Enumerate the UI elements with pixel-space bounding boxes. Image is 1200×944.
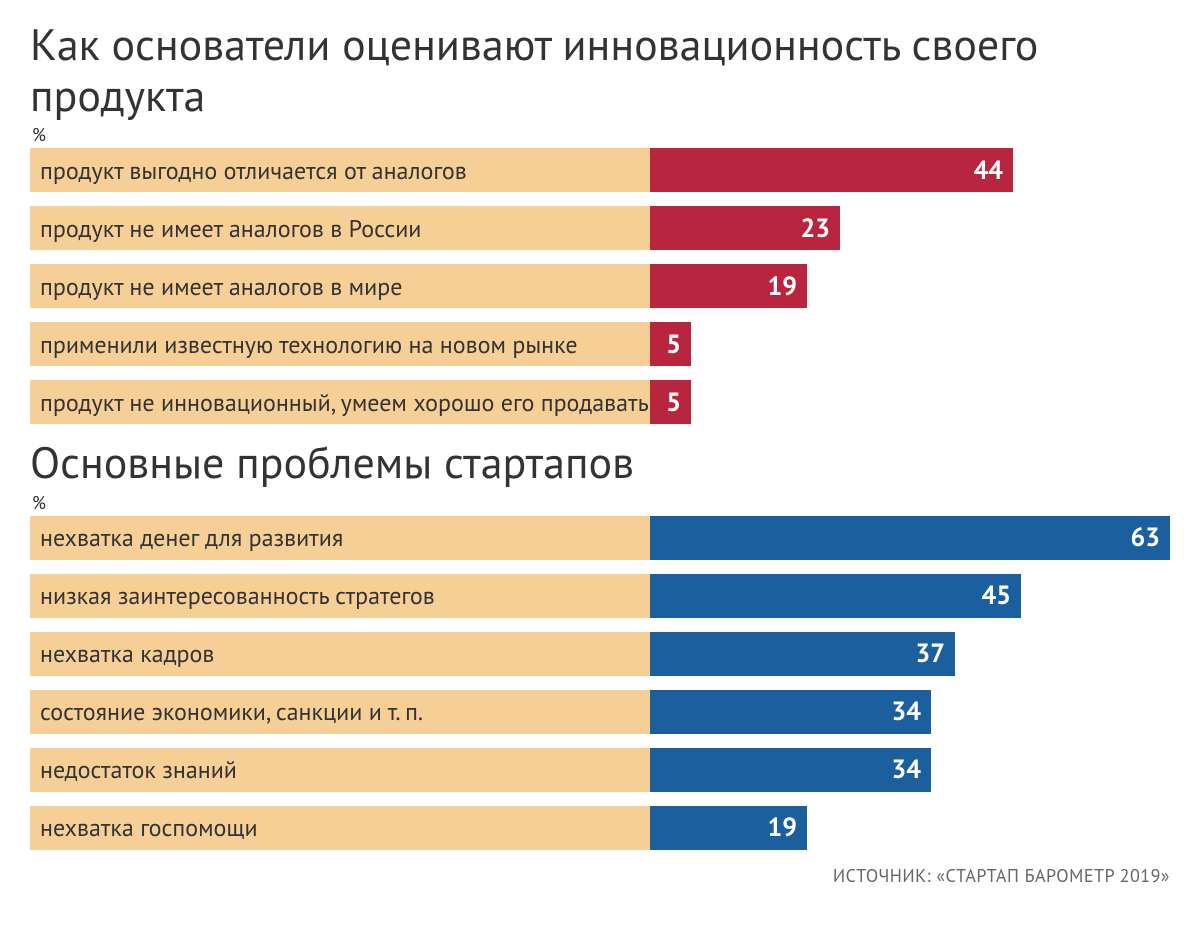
bar-label: применили известную технологию на новом … [30,322,650,366]
chart-1-unit: % [32,123,1170,146]
bar-value: 5 [650,322,691,366]
bar-row: недостаток знаний34 [30,748,1170,792]
bar-label: нехватка кадров [30,632,650,676]
bar-value: 34 [650,748,931,792]
bar-value: 19 [650,806,807,850]
bar-value: 63 [650,516,1170,560]
bar-row: нехватка кадров37 [30,632,1170,676]
bar-label: продукт не инновационный, умеем хорошо е… [30,380,650,424]
bar-row: состояние экономики, санкции и т. п.34 [30,690,1170,734]
bar-row: продукт выгодно отличается от аналогов44 [30,148,1170,192]
chart-2: Основные проблемы стартапов % нехватка д… [30,438,1170,850]
bar-row: низкая заинтересованность стратегов45 [30,574,1170,618]
bar-row: продукт не инновационный, умеем хорошо е… [30,380,1170,424]
bar-row: продукт не имеет аналогов в мире19 [30,264,1170,308]
bar-label: состояние экономики, санкции и т. п. [30,690,650,734]
chart-1-bars: продукт выгодно отличается от аналогов44… [30,148,1170,424]
bar-value: 45 [650,574,1021,618]
bar-value: 5 [650,380,691,424]
bar-label: недостаток знаний [30,748,650,792]
bar-value: 19 [650,264,807,308]
bar-row: нехватка госпомощи19 [30,806,1170,850]
chart-1-title: Как основатели оценивают инновационность… [30,20,1170,121]
chart-1: Как основатели оценивают инновационность… [30,20,1170,424]
bar-value: 44 [650,148,1013,192]
chart-2-bars: нехватка денег для развития63низкая заин… [30,516,1170,850]
bar-label: продукт не имеет аналогов в мире [30,264,650,308]
bar-row: нехватка денег для развития63 [30,516,1170,560]
bar-label: продукт не имеет аналогов в России [30,206,650,250]
bar-label: продукт выгодно отличается от аналогов [30,148,650,192]
bar-value: 34 [650,690,931,734]
bar-label: нехватка денег для развития [30,516,650,560]
bar-label: нехватка госпомощи [30,806,650,850]
bar-value: 37 [650,632,955,676]
bar-label: низкая заинтересованность стратегов [30,574,650,618]
source-label: ИСТОЧНИК: «СТАРТАП БАРОМЕТР 2019» [30,864,1170,887]
chart-2-title: Основные проблемы стартапов [30,438,1170,489]
chart-2-unit: % [32,491,1170,514]
bar-row: продукт не имеет аналогов в России23 [30,206,1170,250]
bar-row: применили известную технологию на новом … [30,322,1170,366]
bar-value: 23 [650,206,840,250]
